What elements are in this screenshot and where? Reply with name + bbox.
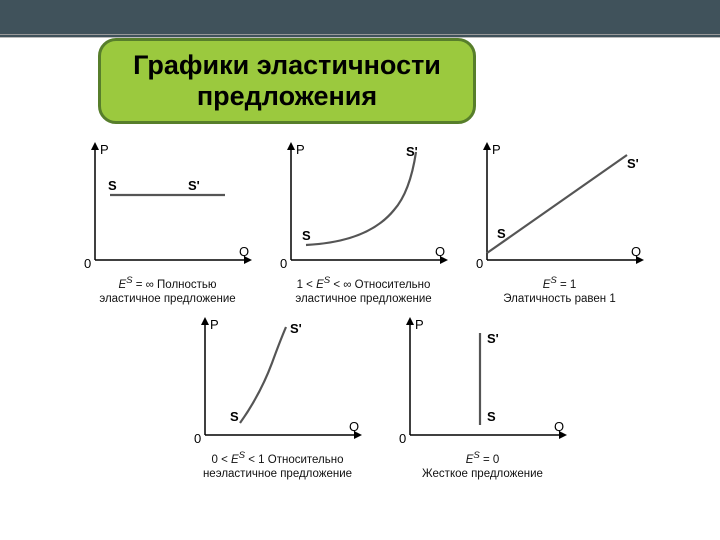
chart-panel-p2: P Q 0 S S' 1 < ES < ∞ Относительноэласти… bbox=[276, 140, 451, 306]
origin-label: 0 bbox=[194, 431, 201, 445]
origin-label: 0 bbox=[399, 431, 406, 445]
chart-panel-p3: P Q 0 S S' ES = 1Элатичность равен 1 bbox=[472, 140, 647, 306]
y-axis-label: P bbox=[210, 317, 219, 332]
s-label: S bbox=[302, 228, 311, 243]
decorative-top-bar bbox=[0, 0, 720, 38]
x-axis-label: Q bbox=[631, 244, 641, 259]
s-label: S bbox=[230, 409, 239, 424]
chart-caption: ES = 0Жесткое предложение bbox=[395, 450, 570, 481]
chart-caption: ES = ∞ Полностьюэластичное предложение bbox=[80, 275, 255, 306]
origin-label: 0 bbox=[280, 256, 287, 270]
x-axis-label: Q bbox=[554, 419, 564, 434]
s-prime-label: S' bbox=[487, 331, 499, 346]
s-label: S bbox=[108, 178, 117, 193]
chart-p2: P Q 0 S S' bbox=[276, 140, 451, 270]
chart-panel-p4: P Q 0 S S' 0 < ES < 1 Относительнонеэлас… bbox=[190, 315, 365, 481]
x-axis-label: Q bbox=[435, 244, 445, 259]
x-axis-label: Q bbox=[349, 419, 359, 434]
x-axis-label: Q bbox=[239, 244, 249, 259]
s-prime-label: S' bbox=[290, 321, 302, 336]
s-prime-label: S' bbox=[406, 144, 418, 159]
s-prime-label: S' bbox=[627, 156, 639, 171]
chart-panel-p1: P Q 0 S S' ES = ∞ Полностьюэластичное пр… bbox=[80, 140, 255, 306]
chart-caption: ES = 1Элатичность равен 1 bbox=[472, 275, 647, 306]
chart-p5: P Q 0 S S' bbox=[395, 315, 570, 445]
chart-caption: 1 < ES < ∞ Относительноэластичное предло… bbox=[276, 275, 451, 306]
s-label: S bbox=[497, 226, 506, 241]
chart-p4: P Q 0 S S' bbox=[190, 315, 365, 445]
origin-label: 0 bbox=[84, 256, 91, 270]
chart-p3: P Q 0 S S' bbox=[472, 140, 647, 270]
y-axis-label: P bbox=[492, 142, 501, 157]
origin-label: 0 bbox=[476, 256, 483, 270]
slide-title: Графики эластичности предложения bbox=[98, 38, 476, 124]
slide-title-text: Графики эластичности предложения bbox=[101, 50, 473, 112]
s-prime-label: S' bbox=[188, 178, 200, 193]
chart-caption: 0 < ES < 1 Относительнонеэластичное пред… bbox=[190, 450, 365, 481]
y-axis-label: P bbox=[296, 142, 305, 157]
chart-p1: P Q 0 S S' bbox=[80, 140, 255, 270]
y-axis-label: P bbox=[100, 142, 109, 157]
y-axis-label: P bbox=[415, 317, 424, 332]
chart-panel-p5: P Q 0 S S' ES = 0Жесткое предложение bbox=[395, 315, 570, 481]
s-label: S bbox=[487, 409, 496, 424]
